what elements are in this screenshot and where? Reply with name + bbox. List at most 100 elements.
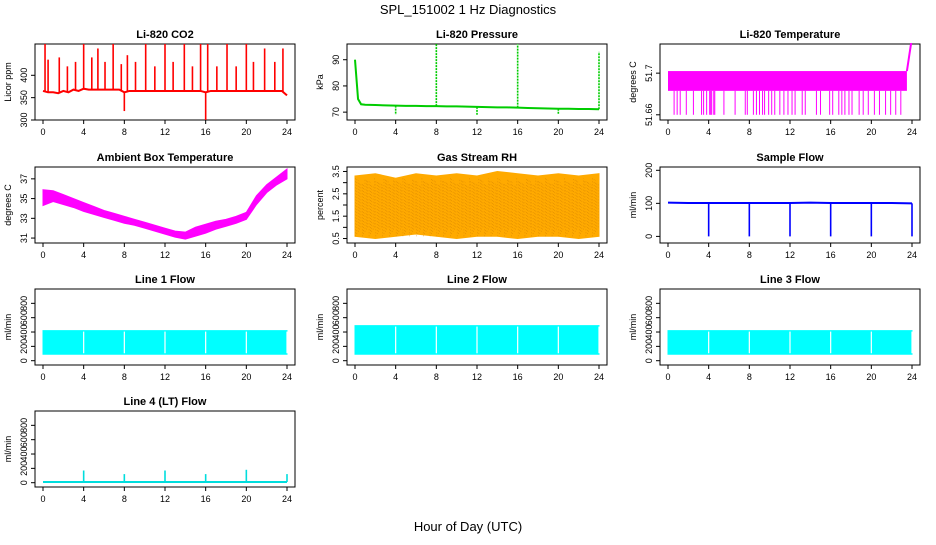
x-tick-label: 20 <box>553 127 563 137</box>
panel-1: Li-820 CO2 Licor ppm 300 350 400 0 4 8 12 16 20 24 <box>3 29 296 137</box>
y-axis-label: ml/min <box>3 314 13 341</box>
x-tick-label: 12 <box>472 250 482 260</box>
panel-title: Line 4 (LT) Flow <box>124 396 207 408</box>
panel-title: Line 1 Flow <box>135 274 195 286</box>
x-tick-label: 20 <box>241 127 251 137</box>
y-tick-label: 200 <box>644 339 654 354</box>
y-tick-label: 0 <box>331 358 341 363</box>
y-axis-label: degrees C <box>3 184 13 226</box>
y-axis-label: percent <box>315 189 325 220</box>
x-tick-label: 16 <box>513 127 523 137</box>
x-tick-label: 12 <box>472 372 482 382</box>
y-tick-label: 0 <box>644 234 654 239</box>
x-tick-label: 12 <box>785 372 795 382</box>
x-tick-label: 0 <box>665 250 670 260</box>
x-tick-label: 8 <box>122 127 127 137</box>
x-tick-label: 8 <box>747 250 752 260</box>
x-tick-label: 4 <box>81 372 86 382</box>
x-tick-label: 4 <box>393 127 398 137</box>
y-tick-label: 100 <box>644 196 654 211</box>
y-tick-label: 400 <box>19 68 29 83</box>
x-tick-label: 24 <box>282 372 292 382</box>
panel-6: Sample Flow ml/min 0 100 200 0 4 8 12 16 20 24 <box>628 152 921 260</box>
y-axis-label: ml/min <box>3 436 13 463</box>
x-tick-label: 24 <box>594 372 604 382</box>
x-tick-label: 16 <box>826 127 836 137</box>
series-tail <box>905 43 912 72</box>
x-tick-label: 20 <box>866 127 876 137</box>
panel-3: Li-820 Temperature degrees C 51.66 51.7 0 4 8 1… <box>628 29 921 137</box>
y-tick-label: 350 <box>19 90 29 105</box>
y-tick-label: 37 <box>19 174 29 184</box>
x-tick-label: 16 <box>201 250 211 260</box>
x-tick-label: 16 <box>826 250 836 260</box>
x-tick-label: 4 <box>393 250 398 260</box>
panel-title: Line 3 Flow <box>760 274 820 286</box>
x-tick-label: 16 <box>201 372 211 382</box>
series-line <box>667 201 913 205</box>
x-tick-label: 24 <box>907 250 917 260</box>
x-tick-label: 24 <box>282 250 292 260</box>
series-band <box>668 71 907 91</box>
x-tick-label: 4 <box>706 250 711 260</box>
x-tick-label: 16 <box>513 372 523 382</box>
series-line <box>42 87 288 97</box>
y-tick-label: 400 <box>644 325 654 340</box>
x-tick-label: 4 <box>81 127 86 137</box>
y-tick-label: 200 <box>331 339 341 354</box>
x-tick-label: 24 <box>282 494 292 504</box>
y-tick-label: 800 <box>644 296 654 311</box>
y-axis-label: ml/min <box>628 314 638 341</box>
panel-title: Li-820 CO2 <box>136 29 193 41</box>
y-tick-label: 35 <box>19 194 29 204</box>
y-tick-label: 0 <box>19 480 29 485</box>
x-tick-label: 24 <box>907 372 917 382</box>
panel-4: Ambient Box Temperature degrees C 31 33 35 37… <box>3 152 296 260</box>
y-tick-label: 600 <box>19 432 29 447</box>
panel-title: Ambient Box Temperature <box>97 152 234 164</box>
x-tick-label: 4 <box>706 372 711 382</box>
x-tick-label: 12 <box>160 250 170 260</box>
panel-5: Gas Stream RH percent 0.5 1.5 2.5 3.5 0 4 8 12 16 2… <box>315 152 608 260</box>
x-tick-label: 16 <box>826 372 836 382</box>
x-tick-label: 12 <box>160 494 170 504</box>
y-tick-label: 2.5 <box>331 188 341 201</box>
x-tick-label: 0 <box>352 250 357 260</box>
x-tick-label: 20 <box>241 372 251 382</box>
y-axis-label: degrees C <box>628 61 638 103</box>
y-tick-label: 400 <box>19 447 29 462</box>
panel-title: Gas Stream RH <box>437 152 517 164</box>
y-tick-label: 800 <box>19 296 29 311</box>
x-tick-label: 20 <box>866 372 876 382</box>
x-tick-label: 0 <box>40 494 45 504</box>
y-tick-label: 0 <box>644 358 654 363</box>
y-tick-label: 800 <box>19 418 29 433</box>
figure-xlabel: Hour of Day (UTC) <box>414 519 522 534</box>
y-tick-label: 600 <box>331 310 341 325</box>
x-tick-label: 24 <box>594 250 604 260</box>
x-tick-label: 8 <box>434 250 439 260</box>
x-tick-label: 8 <box>747 127 752 137</box>
x-tick-label: 20 <box>241 250 251 260</box>
y-tick-label: 3.5 <box>331 165 341 178</box>
x-tick-label: 8 <box>434 127 439 137</box>
y-axis-label: ml/min <box>315 314 325 341</box>
y-tick-label: 0 <box>19 358 29 363</box>
x-tick-label: 0 <box>665 372 670 382</box>
series-band <box>354 170 600 240</box>
x-tick-label: 0 <box>352 127 357 137</box>
x-tick-label: 8 <box>434 372 439 382</box>
x-tick-label: 12 <box>472 127 482 137</box>
y-tick-label: 51.7 <box>644 64 654 82</box>
x-tick-label: 0 <box>40 127 45 137</box>
panel-2: Li-820 Pressure kPa 70 80 90 0 4 8 12 16 20 24 <box>315 29 608 137</box>
panel-title: Li-820 Pressure <box>436 29 518 41</box>
y-tick-label: 90 <box>331 55 341 65</box>
x-tick-label: 24 <box>907 127 917 137</box>
x-tick-label: 12 <box>785 250 795 260</box>
